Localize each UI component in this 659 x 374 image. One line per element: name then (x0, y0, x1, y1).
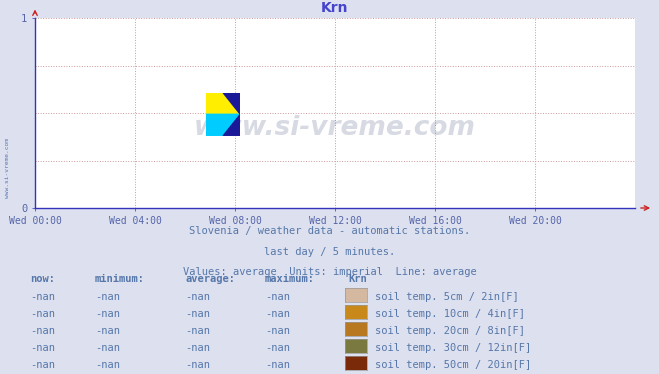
Text: soil temp. 20cm / 8in[F]: soil temp. 20cm / 8in[F] (375, 327, 525, 337)
Text: maximum:: maximum: (265, 274, 315, 284)
Text: Values: average  Units: imperial  Line: average: Values: average Units: imperial Line: av… (183, 267, 476, 277)
Text: -nan: -nan (30, 310, 55, 319)
Text: -nan: -nan (185, 310, 210, 319)
Text: -nan: -nan (95, 292, 120, 303)
Polygon shape (223, 93, 241, 114)
Title: Krn: Krn (321, 1, 349, 15)
Text: soil temp. 30cm / 12in[F]: soil temp. 30cm / 12in[F] (375, 343, 531, 353)
Polygon shape (206, 93, 241, 114)
Text: www.si-vreme.com: www.si-vreme.com (194, 115, 476, 141)
Text: -nan: -nan (95, 361, 120, 371)
Text: -nan: -nan (30, 292, 55, 303)
Text: -nan: -nan (185, 292, 210, 303)
Text: -nan: -nan (95, 310, 120, 319)
Text: -nan: -nan (30, 343, 55, 353)
Text: soil temp. 10cm / 4in[F]: soil temp. 10cm / 4in[F] (375, 310, 525, 319)
Text: -nan: -nan (95, 343, 120, 353)
Polygon shape (223, 114, 241, 136)
Text: -nan: -nan (265, 292, 290, 303)
Text: now:: now: (30, 274, 55, 284)
Text: soil temp. 5cm / 2in[F]: soil temp. 5cm / 2in[F] (375, 292, 519, 303)
Text: soil temp. 50cm / 20in[F]: soil temp. 50cm / 20in[F] (375, 361, 531, 371)
Text: last day / 5 minutes.: last day / 5 minutes. (264, 247, 395, 257)
Text: -nan: -nan (95, 327, 120, 337)
Polygon shape (206, 114, 241, 136)
Text: -nan: -nan (265, 361, 290, 371)
Text: -nan: -nan (265, 343, 290, 353)
Text: www.si-vreme.com: www.si-vreme.com (5, 138, 11, 198)
Text: -nan: -nan (30, 327, 55, 337)
Text: -nan: -nan (185, 327, 210, 337)
Text: -nan: -nan (265, 310, 290, 319)
Text: -nan: -nan (30, 361, 55, 371)
Text: -nan: -nan (185, 361, 210, 371)
Text: -nan: -nan (185, 343, 210, 353)
Text: minimum:: minimum: (95, 274, 145, 284)
Text: Krn: Krn (349, 274, 367, 284)
Text: Slovenia / weather data - automatic stations.: Slovenia / weather data - automatic stat… (189, 226, 470, 236)
Text: -nan: -nan (265, 327, 290, 337)
Text: average:: average: (185, 274, 235, 284)
